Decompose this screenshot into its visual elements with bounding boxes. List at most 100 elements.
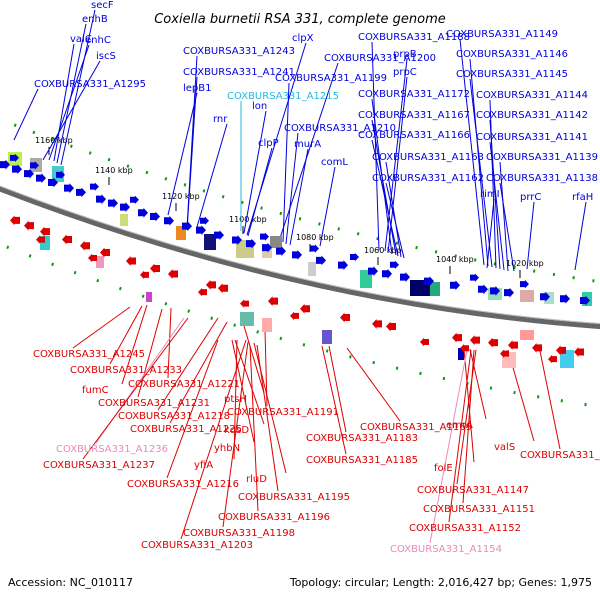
reverse-gene-label: kdsD (224, 425, 249, 436)
forward-leader-line (489, 141, 505, 271)
reverse-gene-arrows (10, 215, 584, 364)
reverse-gene-arrow (460, 344, 469, 353)
forward-leader-line (384, 58, 408, 252)
reverse-leader-line (328, 345, 347, 433)
reverse-gene-label: emrA (446, 420, 473, 431)
forward-leader-line (489, 119, 501, 270)
reverse-gene-label: COXBURSA331_A1154 (390, 544, 502, 555)
forward-leader-line (289, 148, 309, 246)
forward-gene-arrow (36, 173, 46, 183)
reverse-gene-arrow (488, 337, 498, 348)
forward-leader-line (196, 123, 228, 228)
forward-gene-arrow (390, 260, 399, 269)
reverse-gene-arrow (452, 332, 462, 343)
forward-gene-label: rnr (213, 114, 228, 125)
feature-block (96, 256, 104, 268)
forward-gene-arrow (96, 194, 106, 205)
reverse-gene-label: COXBURSA331_A1237 (43, 460, 155, 471)
forward-gene-arrow (108, 198, 118, 209)
reverse-leader-line (166, 339, 219, 479)
forward-gene-arrows (0, 153, 590, 306)
reverse-leader-line (222, 341, 249, 528)
feature-block (270, 236, 282, 248)
reverse-gene-label: COXBURSA331_A1137 (520, 450, 600, 461)
forward-gene-arrow (90, 182, 99, 191)
reverse-gene-label: COXBURSA331_A1152 (409, 523, 521, 534)
reverse-gene-label: COXBURSA331_A1221 (128, 379, 240, 390)
forward-gene-arrow (478, 284, 488, 295)
reverse-gene-arrow (500, 349, 509, 358)
reverse-gene-label: COXBURSA331_A1236 (56, 444, 168, 455)
forward-gene-arrow (338, 260, 348, 270)
reverse-gene-label: COXBURSA331_A1231 (98, 398, 210, 409)
reverse-gene-arrow (24, 220, 34, 231)
forward-leader-line (246, 42, 307, 236)
forward-gene-arrow (48, 177, 58, 188)
reverse-leader-line (109, 305, 143, 365)
reverse-gene-label: valS (494, 442, 515, 453)
reverse-gene-arrow (290, 311, 299, 321)
reverse-leader-line (539, 350, 561, 450)
reverse-gene-arrow (80, 240, 90, 251)
forward-gene-arrow (56, 170, 65, 180)
forward-gene-label: COXBURSA331_A1243 (183, 46, 295, 57)
forward-leader-line (42, 60, 101, 161)
feature-block (322, 330, 332, 344)
reverse-leader-line (234, 339, 265, 425)
reverse-gene-label: COXBURSA331_A1183 (306, 433, 418, 444)
feature-block (520, 330, 534, 340)
reverse-gene-labels: COXBURSA331_A1245 COXBURSA331_A1233 fumC CO… (33, 349, 600, 555)
scale-tick-label: 1120 kbp (162, 192, 200, 201)
forward-gene-arrow (76, 187, 86, 198)
forward-gene-label: COXBURSA331_A1163 (372, 152, 484, 163)
feature-block (458, 348, 464, 360)
forward-gene-label: COXBURSA331_A1162 (372, 173, 484, 184)
forward-gene-label: COXBURSA331_A1146 (456, 49, 568, 60)
feature-block (520, 290, 534, 302)
forward-gene-label: rimI (480, 189, 500, 200)
reverse-gene-arrow (206, 280, 216, 290)
forward-leader-line (489, 99, 497, 269)
reverse-leader-line (469, 348, 487, 420)
forward-leader-line (243, 110, 267, 234)
forward-gene-arrow (200, 216, 209, 225)
forward-gene-arrow (164, 215, 174, 226)
reverse-leader-line (249, 344, 259, 512)
reverse-leader-line (429, 349, 468, 544)
reverse-leader-line (463, 348, 475, 463)
forward-leader-line (319, 166, 336, 247)
forward-gene-arrow (232, 235, 242, 245)
forward-gene-arrow (520, 279, 529, 289)
feature-block (240, 312, 254, 326)
forward-leader-line (282, 82, 290, 243)
forward-leader-line (53, 43, 75, 162)
reverse-leader-line (169, 321, 228, 424)
reverse-gene-label: rluD (246, 474, 267, 485)
forward-gene-label: COXBURSA331_A1199 (275, 73, 387, 84)
reverse-gene-arrow (198, 287, 207, 297)
forward-gene-arrow (214, 230, 224, 241)
reverse-gene-arrow (88, 253, 97, 263)
forward-gene-label: COXBURSA331_A1149 (446, 29, 558, 40)
forward-gene-label: murA (294, 139, 321, 150)
scale-tick-label: 1100 kbp (229, 215, 267, 224)
reverse-leader-line (346, 347, 401, 422)
reverse-gene-arrow (168, 269, 178, 279)
forward-gene-arrow (196, 225, 206, 235)
forward-gene-label: rfaH (572, 192, 593, 203)
reverse-gene-arrow (62, 234, 72, 245)
forward-gene-label: iscS (96, 51, 116, 62)
forward-leader-line (278, 62, 339, 242)
forward-gene-arrow (12, 164, 22, 175)
reverse-gene-label: ptsH (224, 394, 247, 405)
forward-gene-label: prpB (393, 49, 417, 60)
forward-gene-label: COXBURSA331_A1172 (358, 89, 470, 100)
forward-gene-arrow (138, 207, 148, 218)
forward-gene-arrow (310, 244, 319, 253)
forward-leader-line (285, 132, 299, 245)
reverse-gene-label: COXBURSA331_A1151 (423, 504, 535, 515)
reverse-gene-label: COXBURSA331_A1147 (417, 485, 529, 496)
feature-block (262, 318, 272, 332)
